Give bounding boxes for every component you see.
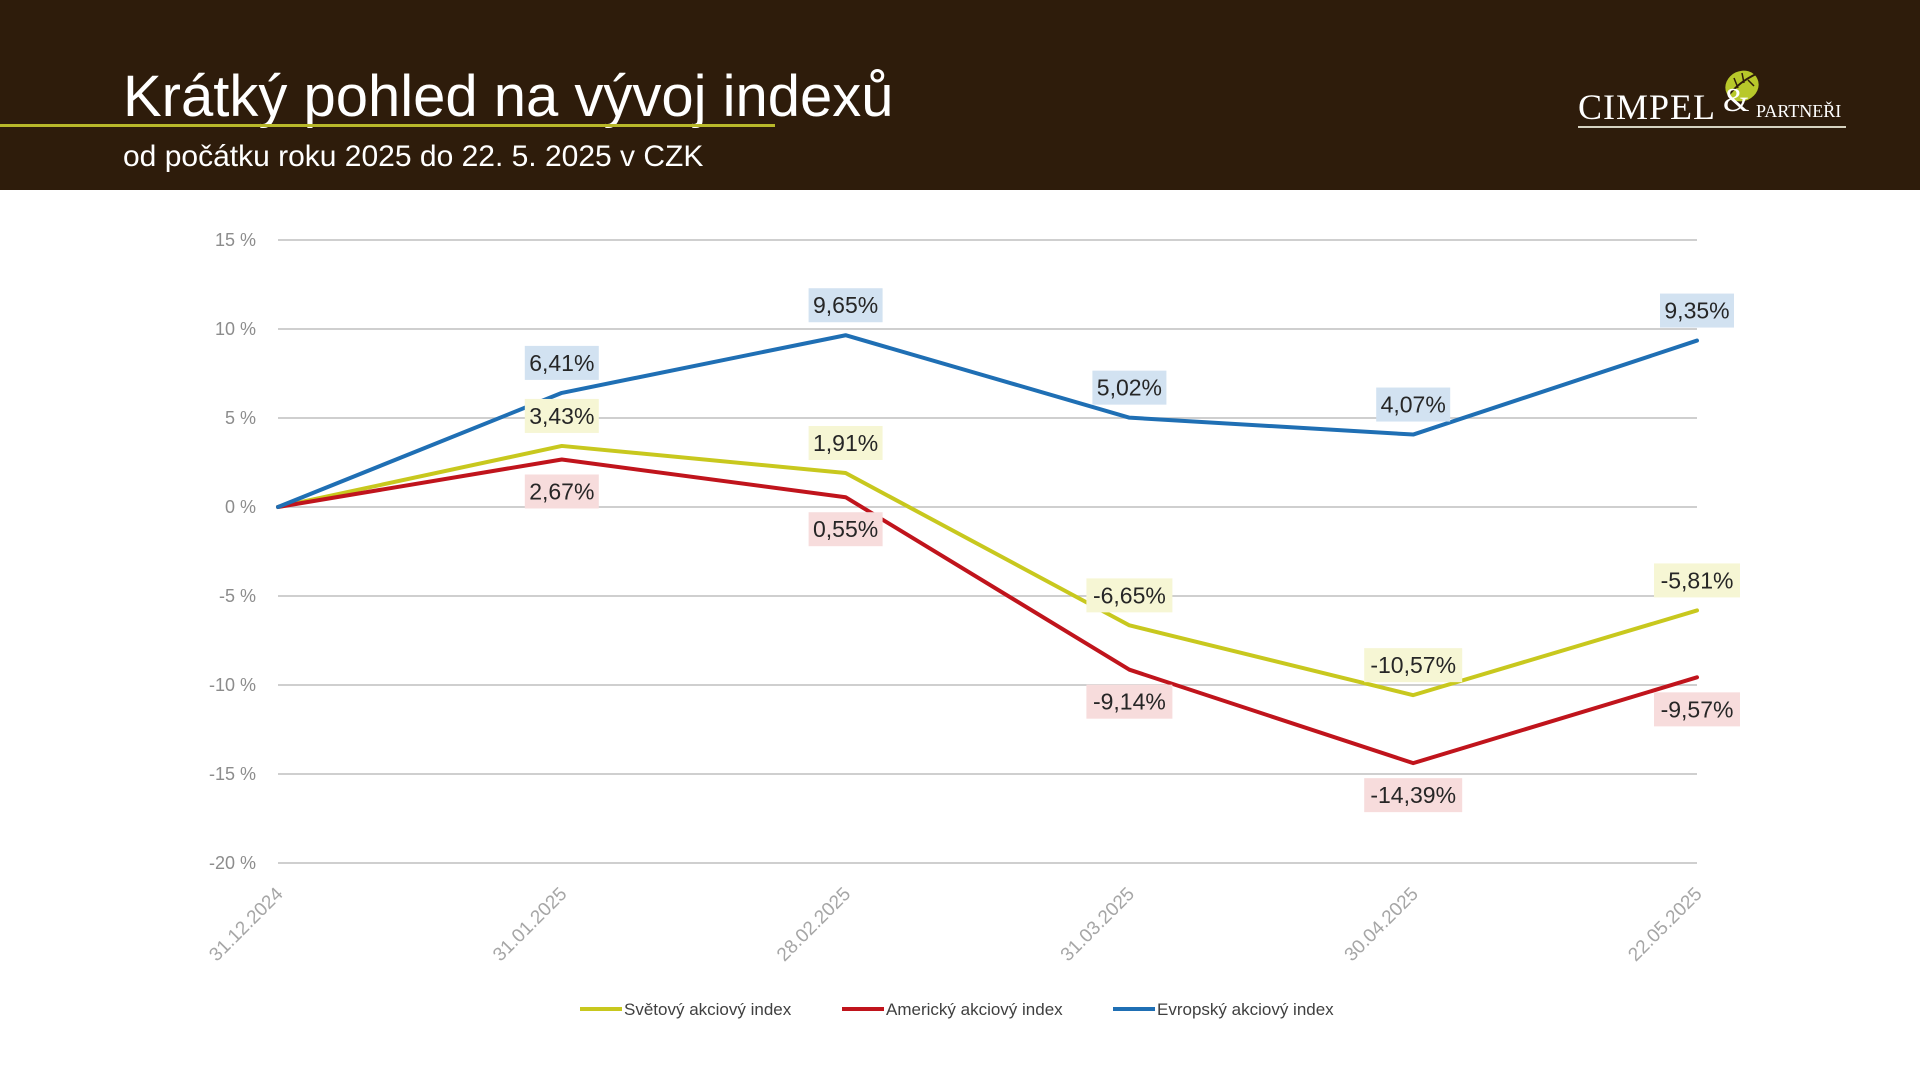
data-label: -14,39% (1370, 782, 1456, 808)
data-label: 6,41% (529, 350, 594, 376)
header-banner: Krátký pohled na vývoj indexů od počátku… (0, 0, 1920, 190)
data-label-bg (1654, 692, 1740, 727)
logo-ampersand: & (1723, 82, 1750, 119)
data-label: 9,65% (813, 292, 878, 318)
y-tick-label: -10 % (209, 675, 256, 695)
data-label: 5,02% (1097, 375, 1162, 401)
data-label-bg (1660, 293, 1734, 328)
x-tick-label: 28.02.2025 (773, 884, 855, 966)
data-label: 4,07% (1381, 392, 1446, 418)
series-line (276, 443, 1699, 698)
y-tick-label: -15 % (209, 764, 256, 784)
y-tick-label: 0 % (225, 497, 256, 517)
title-underline (0, 124, 775, 127)
line-chart: 15 % 10 % 5 % 0 % -5 % -10 % -15 % -20 % 31.12.2… (205, 230, 1740, 1019)
data-label: -5,81% (1661, 567, 1734, 593)
x-tick-label: 31.03.2025 (1057, 884, 1139, 966)
page-subtitle: od počátku roku 2025 do 22. 5. 2025 v CZ… (123, 140, 704, 173)
data-label: 1,91% (813, 430, 878, 456)
data-label: -10,57% (1370, 652, 1456, 678)
data-label-bg (808, 288, 883, 323)
series-line (276, 457, 1699, 766)
page-title: Krátký pohled na vývoj indexů (123, 64, 894, 129)
data-label: -9,14% (1093, 689, 1166, 715)
y-tick-label: -5 % (219, 586, 256, 606)
data-label-bg (524, 474, 599, 509)
data-label: 9,35% (1664, 298, 1729, 324)
y-tick-label: 15 % (215, 230, 256, 250)
data-label-bg (1376, 387, 1451, 422)
x-tick-label: 31.01.2025 (489, 884, 571, 966)
data-label: -9,57% (1661, 696, 1734, 722)
leaf-icon (1725, 70, 1759, 102)
data-label-bg (1086, 684, 1173, 719)
logo-name: CIMPEL (1578, 87, 1717, 127)
data-label-bg (1364, 648, 1463, 683)
y-tick-label: -20 % (209, 853, 256, 873)
data-label: 0,55% (813, 516, 878, 542)
series-line (276, 333, 1699, 509)
company-logo: CIMPEL & PARTNEŘI (1578, 70, 1858, 130)
data-label-bg (1364, 778, 1463, 813)
data-label: 2,67% (529, 478, 594, 504)
data-label: -6,65% (1093, 582, 1166, 608)
legend-label: Americký akciový index (886, 1000, 1063, 1019)
data-label-bg (1092, 370, 1167, 405)
data-label-bg (1654, 563, 1740, 598)
data-label-bg (1086, 578, 1173, 613)
legend-label: Světový akciový index (624, 1000, 792, 1019)
y-tick-label: 5 % (225, 408, 256, 428)
logo-suffix: PARTNEŘI (1756, 101, 1842, 121)
data-label-bg (524, 398, 599, 433)
x-tick-label: 31.12.2024 (205, 883, 287, 965)
data-label-bg (524, 345, 599, 380)
logo-underline (1578, 126, 1846, 128)
y-tick-label: 10 % (215, 319, 256, 339)
data-label-bg (808, 512, 883, 547)
data-label-bg (808, 426, 883, 461)
x-tick-label: 30.04.2025 (1341, 884, 1423, 966)
data-label: 3,43% (529, 403, 594, 429)
x-tick-label: 22.05.2025 (1624, 884, 1706, 966)
legend-label: Evropský akciový index (1157, 1000, 1334, 1019)
